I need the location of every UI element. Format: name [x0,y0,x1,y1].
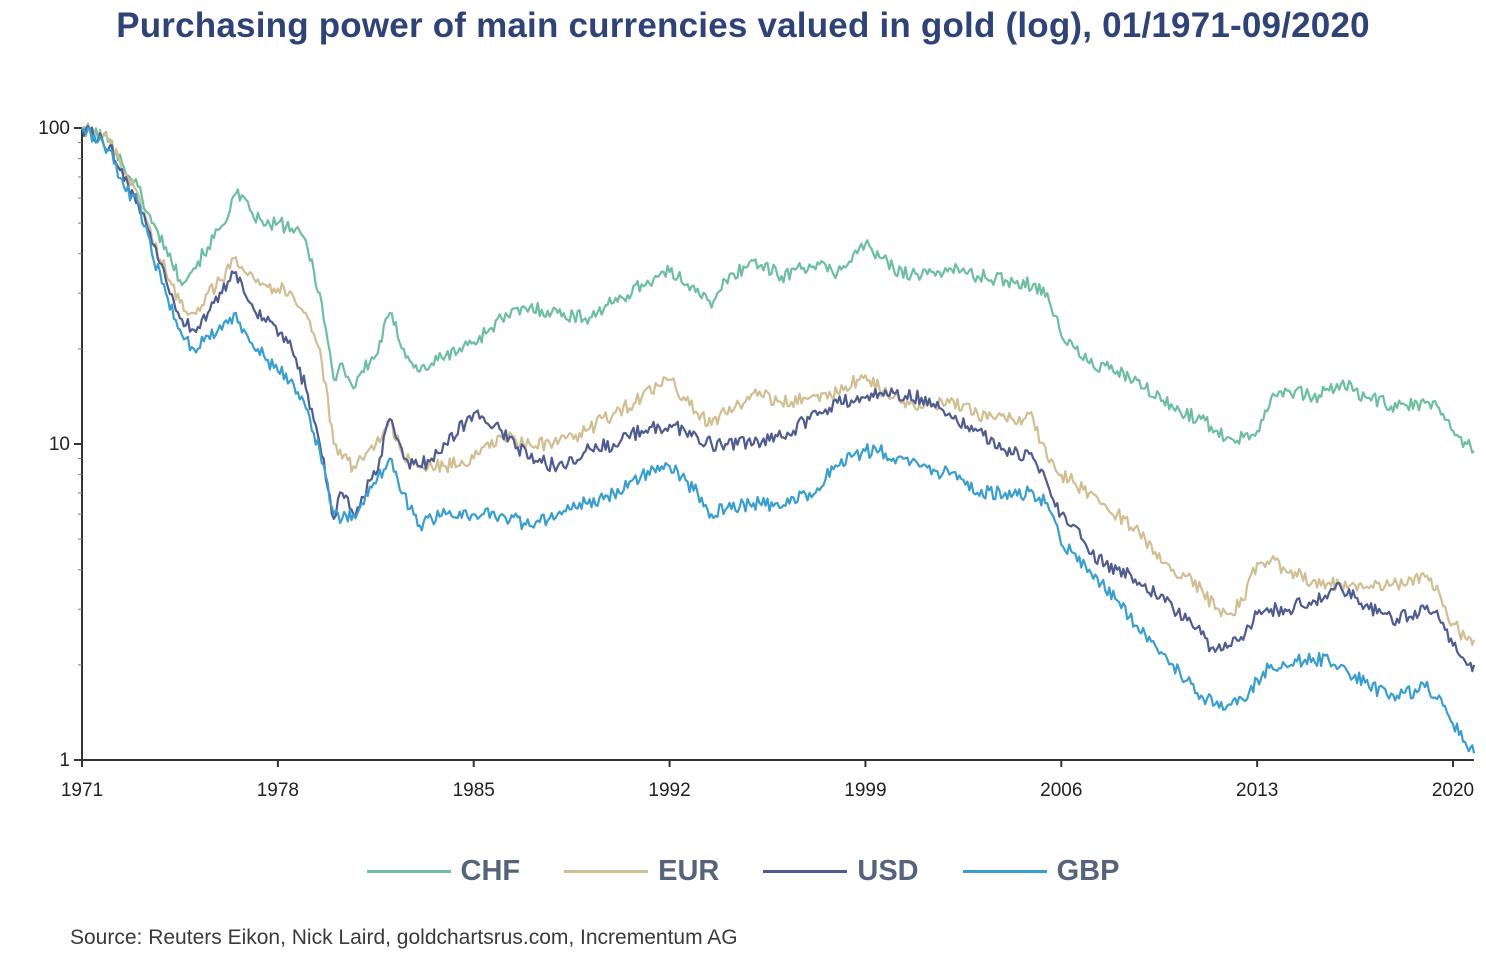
y-tick-label: 1 [59,750,70,771]
legend-swatch [763,870,848,873]
x-tick-label: 1978 [257,780,299,801]
x-tick-label: 1999 [844,780,886,801]
legend-label: EUR [658,855,720,887]
source-note: Source: Reuters Eikon, Nick Laird, goldc… [70,926,738,949]
legend-swatch [962,870,1047,873]
x-tick-label: 1971 [61,780,103,801]
series-line-chf [81,122,1475,454]
y-tick-label: 10 [49,434,70,455]
series-layer [80,122,1476,754]
legend-swatch [366,870,451,873]
series-line-usd [80,125,1476,673]
legend-item-eur: EUR [564,855,719,888]
chart-title: Purchasing power of main currencies valu… [116,6,1370,45]
legend-item-chf: CHF [366,855,521,888]
legend-label: USD [857,855,919,887]
x-tick-label: 1985 [453,780,495,801]
legend-item-gbp: GBP [962,855,1120,888]
series-line-eur [81,123,1476,646]
legend-label: GBP [1056,855,1120,887]
chart-axes: 1 10 100 1971 1978 1985 1992 1999 2006 2013 2020 [38,118,1474,801]
x-tick-label: 2020 [1432,780,1474,801]
x-tick-label: 1992 [648,780,690,801]
legend-swatch [564,870,649,873]
chart-legend: CHF EUR USD GBP [0,855,1486,888]
x-tick-label: 2006 [1040,780,1082,801]
legend-item-usd: USD [763,855,919,888]
y-tick-label: 100 [38,118,70,139]
legend-label: CHF [460,855,521,887]
series-line-gbp [81,126,1476,754]
x-tick-label: 2013 [1236,780,1278,801]
